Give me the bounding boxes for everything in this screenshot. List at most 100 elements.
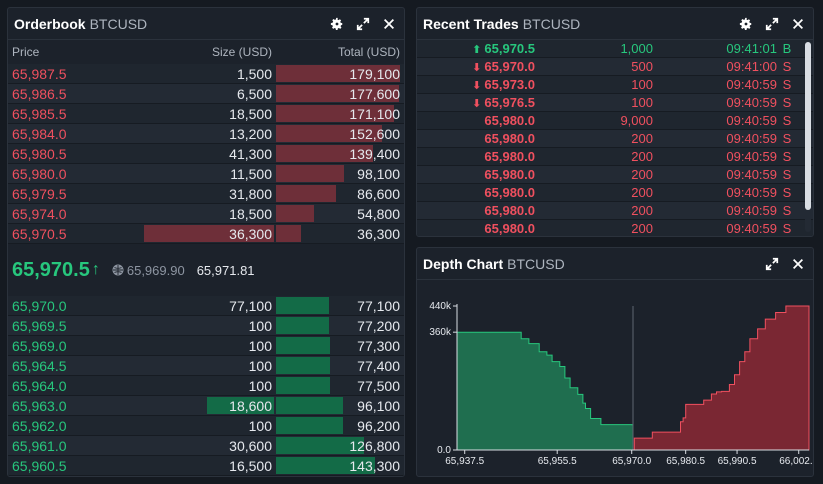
ask-row[interactable]: 65,984.0 13,200 152,600 — [8, 124, 404, 144]
trade-size: 200 — [631, 203, 653, 218]
expand-icon[interactable] — [765, 17, 779, 31]
bid-row[interactable]: 65,964.5 100 77,400 — [8, 356, 404, 376]
trade-time: 09:41:01 — [726, 41, 777, 56]
ask-row[interactable]: 65,970.5 36,300 36,300 — [8, 224, 404, 244]
ask-row[interactable]: 65,980.5 41,300 139,400 — [8, 144, 404, 164]
bid-total-depth-bar — [276, 317, 329, 334]
trade-price-value: 65,980.0 — [484, 149, 535, 164]
trade-time: 09:40:59 — [726, 203, 777, 218]
ask-depth-area — [633, 305, 810, 451]
trade-side: S — [782, 221, 792, 236]
bid-row[interactable]: 65,969.0 100 77,300 — [8, 336, 404, 356]
ask-row[interactable]: 65,980.0 11,500 98,100 — [8, 164, 404, 184]
arrow-down-icon: ⬇ — [472, 98, 482, 110]
ask-total-depth-bar — [276, 85, 399, 102]
gear-icon[interactable] — [330, 17, 344, 31]
ask-row[interactable]: 65,986.5 6,500 177,600 — [8, 84, 404, 104]
bid-row[interactable]: 65,963.0 18,600 96,100 — [8, 396, 404, 416]
close-icon[interactable] — [791, 257, 805, 271]
trade-side: S — [782, 95, 792, 110]
trade-side: S — [782, 203, 792, 218]
ask-total: 152,600 — [349, 125, 400, 142]
bid-row[interactable]: 65,964.0 100 77,500 — [8, 376, 404, 396]
bid-price: 65,962.0 — [12, 417, 67, 434]
ask-price: 65,984.0 — [12, 125, 67, 142]
bid-price: 65,969.0 — [12, 337, 67, 354]
trade-price-value: 65,980.0 — [484, 131, 535, 146]
ask-size: 1,500 — [236, 65, 272, 82]
bid-row[interactable]: 65,960.5 16,500 143,300 — [8, 456, 404, 476]
trade-price-value: 65,980.0 — [484, 185, 535, 200]
ask-row[interactable]: 65,974.0 18,500 54,800 — [8, 204, 404, 224]
bid-row[interactable]: 65,969.5 100 77,200 — [8, 316, 404, 336]
trade-row[interactable]: 65,980.0 200 09:40:59 S — [417, 166, 813, 184]
ask-row[interactable]: 65,987.5 1,500 179,100 — [8, 64, 404, 84]
bid-total-depth-bar — [276, 357, 330, 374]
price-column-header: Price — [12, 45, 40, 59]
bid-total-depth-bar — [276, 337, 330, 354]
trade-price-value: 65,976.5 — [484, 95, 535, 110]
bid-size-bar — [207, 397, 274, 414]
ask-size: 11,500 — [230, 165, 272, 182]
ask-total-depth-bar — [276, 65, 400, 82]
close-icon[interactable] — [382, 17, 396, 31]
ask-size: 36,300 — [229, 225, 272, 242]
ask-size: 18,500 — [229, 105, 272, 122]
ask-size: 41,300 — [229, 145, 272, 162]
ask-total: 86,600 — [357, 185, 400, 202]
ask-total: 171,100 — [349, 105, 400, 122]
y-tick-label: 360k — [429, 327, 452, 338]
trade-size: 200 — [631, 221, 653, 236]
trade-row[interactable]: ⬆ 65,970.5 1,000 09:41:01 B — [417, 40, 813, 58]
x-tick-label: 65,955.5 — [538, 456, 577, 467]
bid-total: 77,300 — [357, 337, 400, 354]
trade-price-value: 65,980.0 — [484, 167, 535, 182]
bid-row[interactable]: 65,961.0 30,600 126,800 — [8, 436, 404, 456]
trade-row[interactable]: 65,980.0 200 09:40:59 S — [417, 202, 813, 220]
arrow-up-icon: ⬆ — [472, 44, 482, 56]
bid-size: 100 — [248, 357, 272, 374]
x-tick-label: 65,970.0 — [612, 456, 651, 467]
bid-row[interactable]: 65,962.0 100 96,200 — [8, 416, 404, 436]
trade-size: 500 — [631, 59, 653, 74]
trade-row[interactable]: ⬇ 65,970.0 500 09:41:00 S — [417, 58, 813, 76]
trade-row[interactable]: 65,980.0 200 09:40:59 S — [417, 184, 813, 202]
bid-size: 18,600 — [229, 397, 272, 414]
trade-price: ⬆ 65,970.5 — [417, 41, 535, 56]
close-icon[interactable] — [791, 17, 805, 31]
bid-total-depth-bar — [276, 297, 329, 314]
trade-row[interactable]: ⬇ 65,976.5 100 09:40:59 S — [417, 94, 813, 112]
bid-price: 65,970.0 — [12, 297, 67, 314]
trades-list[interactable]: ⬆ 65,970.5 1,000 09:41:01 B ⬇ 65,970.0 500 09:41… — [417, 40, 813, 236]
ask-row[interactable]: 65,979.5 31,800 86,600 — [8, 184, 404, 204]
trade-price-value: 65,973.0 — [484, 77, 535, 92]
depth-chart-panel: Depth Chart BTCUSD 0.0 360k 440k 65,937.5 65… — [416, 247, 814, 477]
trade-row[interactable]: ⬇ 65,973.0 100 09:40:59 S — [417, 76, 813, 94]
gear-icon[interactable] — [739, 17, 753, 31]
bid-total: 77,400 — [357, 357, 400, 374]
trade-time: 09:40:59 — [726, 149, 777, 164]
expand-icon[interactable] — [356, 17, 370, 31]
ask-size: 18,500 — [229, 205, 272, 222]
depth-chart[interactable]: 0.0 360k 440k 65,937.5 65,955.5 65,970.0 65,98… — [417, 280, 813, 476]
bid-row[interactable]: 65,970.0 77,100 77,100 — [8, 296, 404, 316]
total-column-header: Total (USD) — [337, 45, 400, 59]
trade-row[interactable]: 65,980.0 9,000 09:40:59 S — [417, 112, 813, 130]
scrollbar-thumb[interactable] — [805, 42, 811, 210]
trade-row[interactable]: 65,980.0 200 09:40:59 S — [417, 148, 813, 166]
trade-row[interactable]: 65,980.0 200 09:40:59 S — [417, 220, 813, 236]
ask-price: 65,979.5 — [12, 185, 67, 202]
trade-row[interactable]: 65,980.0 200 09:40:59 S — [417, 130, 813, 148]
expand-icon[interactable] — [765, 257, 779, 271]
trade-size: 100 — [631, 95, 653, 110]
bid-total: 96,200 — [357, 417, 400, 434]
ask-total-depth-bar — [276, 125, 382, 142]
orderbook-symbol: BTCUSD — [89, 15, 148, 32]
ask-size: 13,200 — [229, 125, 272, 142]
trade-time: 09:40:59 — [726, 113, 777, 128]
ask-total: 36,300 — [357, 225, 400, 242]
trade-side: S — [782, 113, 792, 128]
ask-row[interactable]: 65,985.5 18,500 171,100 — [8, 104, 404, 124]
trade-price-value: 65,970.0 — [484, 59, 535, 74]
bid-total-depth-bar — [276, 437, 364, 454]
